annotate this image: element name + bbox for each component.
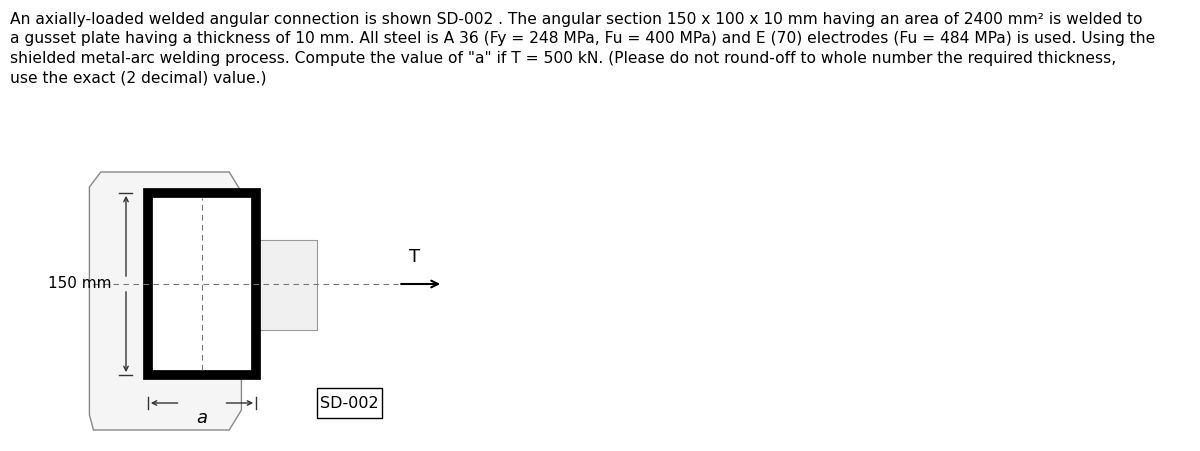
Text: SD-002: SD-002 [320, 396, 379, 410]
Text: shielded metal-arc welding process. Compute the value of "a" if T = 500 kN. (Ple: shielded metal-arc welding process. Comp… [10, 51, 1116, 66]
Bar [317, 388, 382, 418]
Bar [148, 193, 256, 375]
Text: T: T [409, 248, 420, 266]
Bar [256, 240, 317, 330]
Text: a: a [197, 409, 208, 427]
Text: An axially-loaded welded angular connection is shown SD-002 . The angular sectio: An axially-loaded welded angular connect… [10, 12, 1142, 27]
Text: use the exact (2 decimal) value.): use the exact (2 decimal) value.) [10, 70, 266, 86]
Polygon shape [90, 172, 241, 430]
Text: 150 mm: 150 mm [48, 276, 112, 291]
Text: a gusset plate having a thickness of 10 mm. All steel is A 36 (Fy = 248 MPa, Fu : a gusset plate having a thickness of 10 … [10, 32, 1156, 46]
